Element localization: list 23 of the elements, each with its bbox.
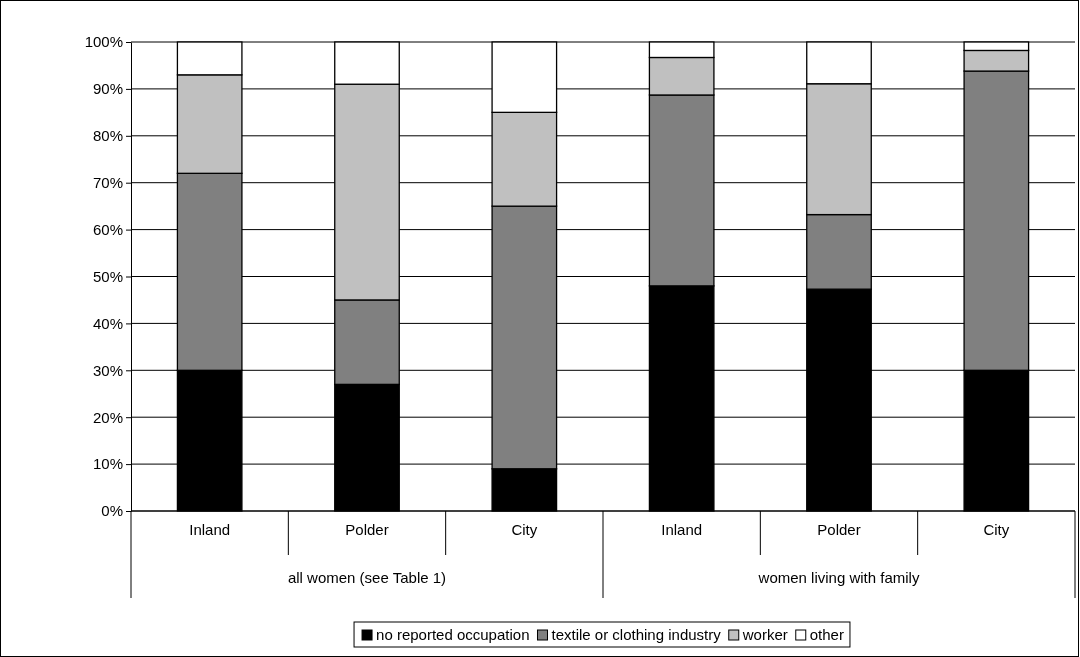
y-tick-label: 50% — [92, 267, 123, 285]
legend-label: textile or clothing industry — [551, 626, 722, 643]
legend-label: other — [809, 626, 844, 643]
y-tick-label: 10% — [92, 455, 123, 473]
y-tick-label: 40% — [92, 314, 123, 332]
y-tick-label: 70% — [92, 174, 123, 191]
y-tick-label: 20% — [92, 408, 123, 426]
x-tick-label: Inland — [189, 521, 231, 538]
text: all women (see Table 1) — [287, 569, 447, 586]
y-tick-label: 80% — [92, 127, 123, 145]
y-tick-label: 30% — [92, 361, 123, 379]
x-tick-label: Polder — [817, 521, 861, 538]
y-tick-label: 60% — [92, 220, 123, 238]
x-tick-label: City — [983, 521, 1010, 538]
y-tick-label: 100% — [84, 33, 123, 51]
y-tick-label: 90% — [92, 80, 123, 98]
legend-label: worker — [741, 626, 788, 643]
x-tick-label: Inland — [661, 521, 703, 538]
legend-label: no reported occupation — [376, 626, 530, 643]
x-tick-label: Polder — [345, 521, 389, 538]
y-tick-label: 0% — [101, 502, 123, 520]
text: women living with family — [757, 569, 920, 586]
x-tick-label: City — [511, 521, 538, 538]
